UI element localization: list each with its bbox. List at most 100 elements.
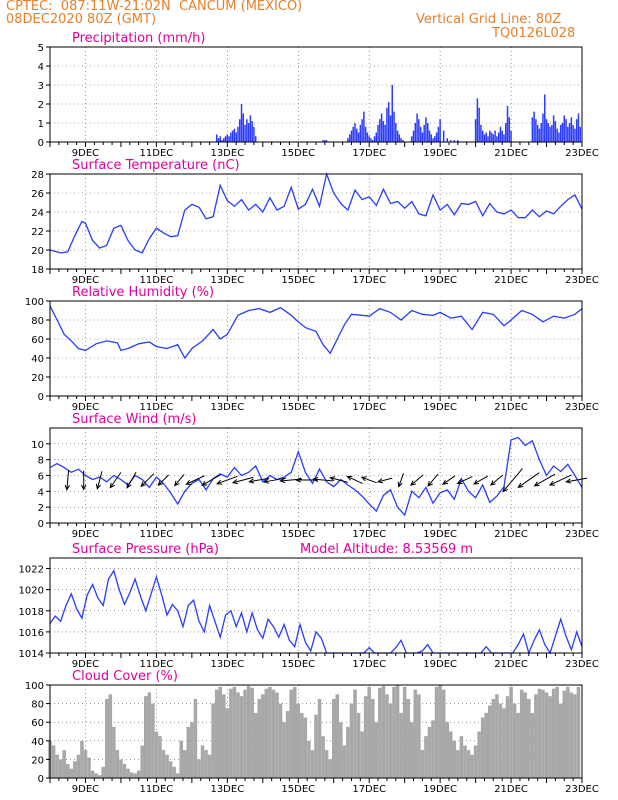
- precip-bar: [510, 130, 512, 142]
- wind-arrow: [473, 475, 489, 485]
- cloud-bar: [441, 689, 446, 778]
- precip-ytick-label: 3: [38, 81, 44, 92]
- precip-bar: [354, 123, 356, 142]
- cloud-bar: [271, 689, 276, 778]
- wind-arrow: [109, 472, 122, 489]
- wind-arrow: [312, 476, 333, 483]
- rh-xtick-label: 19DEC: [423, 402, 457, 413]
- wind-arrow-shaft: [361, 476, 377, 484]
- precip-bar: [386, 107, 388, 142]
- cloud-bar: [420, 750, 425, 778]
- cloud-bar: [101, 766, 105, 778]
- precip-bar: [357, 132, 360, 142]
- precip-bar: [559, 124, 562, 142]
- cloud-bar: [211, 703, 215, 778]
- cloud-panel: Cloud Cover (%) 0 20 40 60 80 100 9DEC 11DEC 13DE…: [25, 669, 599, 795]
- header-run-date: 08DEC2020 80Z (GMT): [6, 12, 157, 27]
- wind-arrow-head: [397, 481, 403, 488]
- cloud-bar: [193, 698, 198, 778]
- wind-arrow-head: [410, 480, 416, 486]
- precip-bar: [231, 130, 234, 142]
- precip-bar: [577, 113, 580, 142]
- rh-xtick-label: 13DEC: [210, 402, 244, 413]
- precip-bar: [483, 134, 486, 142]
- wind-ytick-label: 10: [31, 440, 44, 451]
- wind-arrow-shaft: [126, 471, 137, 489]
- wind-arrow-shaft: [410, 474, 424, 486]
- wind-arrow-shaft: [490, 474, 504, 486]
- wind-arrow-shaft: [549, 474, 572, 486]
- wind-xtick-label: 15DEC: [281, 529, 315, 540]
- wind-arrow-head: [231, 479, 239, 485]
- cloud-bar: [431, 720, 435, 778]
- wind-arrow-head: [201, 480, 208, 486]
- cloud-bar: [339, 722, 343, 778]
- precip-bar: [402, 140, 404, 142]
- precip-bar: [352, 126, 354, 142]
- cloud-bar: [555, 686, 559, 778]
- precip-bar: [226, 134, 229, 142]
- wind-arrow-head: [95, 483, 101, 490]
- cloud-bar: [303, 717, 308, 778]
- precip-bar: [238, 119, 241, 142]
- cloud-bar: [566, 686, 570, 778]
- precip-bar: [476, 98, 479, 142]
- cloud-bar: [58, 759, 63, 778]
- wind-arrow: [64, 470, 70, 491]
- cloud-bar: [519, 689, 524, 778]
- cloud-bar: [97, 775, 102, 778]
- pres-xtick-label: 21DEC: [494, 659, 528, 670]
- wind-arrow: [346, 475, 363, 485]
- precip-bar: [508, 117, 511, 142]
- wind-arrow-head: [456, 479, 463, 485]
- precip-bar: [567, 126, 569, 142]
- temp-xtick-label: 15DEC: [281, 275, 315, 286]
- rh-xtick-label: 15DEC: [281, 402, 315, 413]
- rh-ytick-label: 60: [31, 335, 44, 346]
- wind-arrow-shaft: [566, 477, 588, 483]
- wind-ytick-label: 4: [38, 487, 44, 498]
- wind-arrow-shaft: [330, 477, 348, 483]
- wind-title: Surface Wind (m/s): [72, 412, 196, 427]
- precip-bar: [387, 102, 390, 142]
- cloud-xtick-label: 9DEC: [72, 784, 99, 795]
- pres-ytick-label: 1020: [19, 586, 44, 597]
- precip-xtick-label: 23DEC: [565, 148, 599, 159]
- rh-ytick-label: 100: [25, 297, 44, 308]
- cloud-bar: [378, 687, 382, 778]
- wind-arrow-shaft: [473, 475, 489, 485]
- wind-arrow: [517, 472, 540, 489]
- precip-bar: [384, 124, 386, 142]
- wind-arrow-head: [360, 476, 367, 482]
- cloud-bar: [512, 703, 517, 778]
- wind-arrow-shaft: [174, 474, 185, 486]
- precip-bar: [249, 115, 252, 142]
- precip-bar: [490, 132, 493, 142]
- cloud-bar: [115, 750, 120, 778]
- cloud-bar: [498, 703, 503, 778]
- cloud-bar: [417, 694, 421, 778]
- wind-arrow: [548, 474, 572, 486]
- precip-bar: [398, 134, 401, 142]
- wind-arrow: [397, 473, 405, 488]
- cloud-bar: [222, 694, 226, 778]
- wind-arrow-head: [565, 478, 572, 484]
- cloud-bar: [236, 692, 240, 778]
- cloud-bar: [161, 750, 166, 778]
- precip-bar: [217, 138, 220, 142]
- cloud-bar: [87, 757, 91, 778]
- cloud-bar: [243, 689, 247, 778]
- cloud-bar: [456, 750, 460, 778]
- precip-bar: [370, 138, 372, 142]
- precip-xtick-label: 17DEC: [352, 148, 386, 159]
- precip-bar: [533, 111, 535, 142]
- cloud-xtick-label: 11DEC: [140, 784, 174, 795]
- precip-bar: [478, 107, 480, 142]
- cloud-bar: [175, 773, 180, 778]
- cloud-bar: [505, 696, 510, 778]
- wind-arrow: [140, 473, 155, 488]
- cloud-bar: [225, 708, 230, 778]
- wind-arrow-head: [216, 479, 223, 485]
- precip-bar: [501, 130, 503, 142]
